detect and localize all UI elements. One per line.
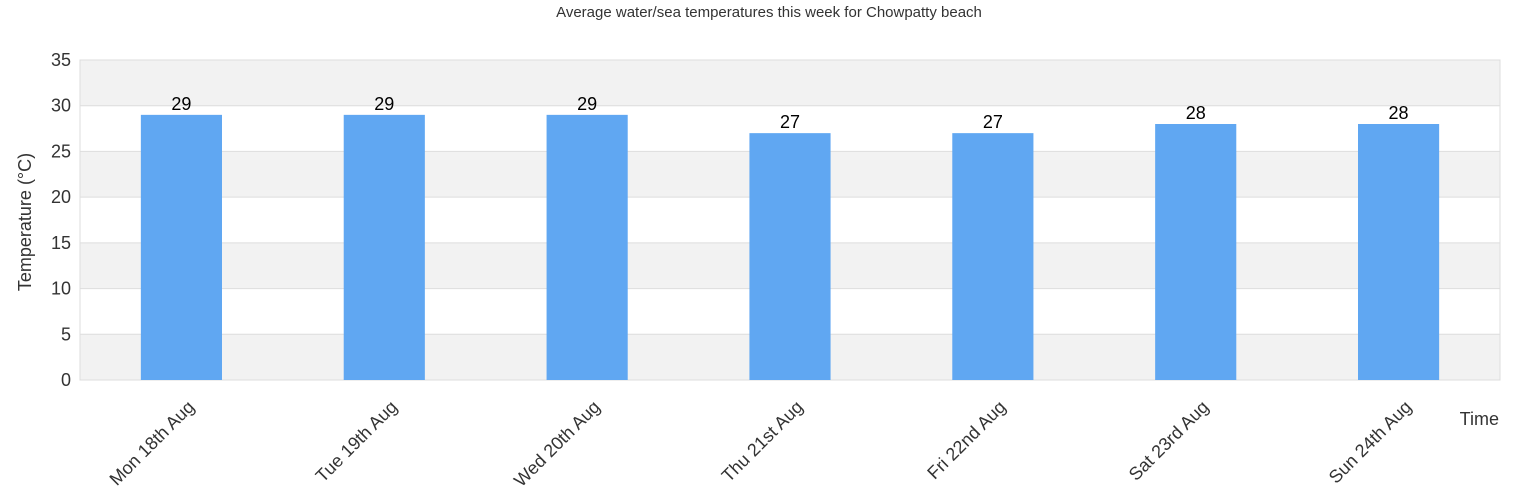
x-tick-label: Wed 20th Aug (510, 397, 604, 491)
x-tick-label: Sat 23rd Aug (1125, 397, 1213, 485)
y-tick-label: 15 (51, 233, 71, 253)
y-tick-label: 5 (61, 324, 71, 344)
data-label: 27 (983, 112, 1003, 132)
chart-title: Average water/sea temperatures this week… (556, 4, 982, 21)
y-axis-title: Temperature (°C) (15, 153, 35, 291)
y-tick-label: 20 (51, 187, 71, 207)
y-tick-label: 10 (51, 279, 71, 299)
data-label: 29 (374, 94, 394, 114)
x-axis-title: Time (1460, 409, 1499, 429)
x-tick-label: Sun 24th Aug (1325, 397, 1416, 488)
data-label: 28 (1186, 103, 1206, 123)
bar (1155, 124, 1237, 380)
y-tick-label: 0 (61, 370, 71, 390)
bar (140, 114, 222, 380)
x-tick-label: Tue 19th Aug (312, 397, 401, 486)
data-label: 29 (577, 94, 597, 114)
x-tick-label: Thu 21st Aug (718, 397, 807, 486)
x-tick-label: Mon 18th Aug (106, 397, 199, 490)
grid-band (80, 60, 1500, 106)
data-label: 29 (171, 94, 191, 114)
bar (546, 114, 628, 380)
x-tick-label: Fri 22nd Aug (923, 397, 1009, 483)
bar (952, 133, 1034, 380)
y-tick-label: 35 (51, 50, 71, 70)
bar (343, 114, 425, 380)
y-tick-label: 25 (51, 141, 71, 161)
data-label: 28 (1389, 103, 1409, 123)
bar (1358, 124, 1440, 380)
plot-area: 0 5 10 15 20 25 30 35 29 Mon 18th Aug 29 Tue 19th A… (51, 50, 1501, 491)
data-label: 27 (780, 112, 800, 132)
bar (749, 133, 831, 380)
y-tick-label: 30 (51, 96, 71, 116)
